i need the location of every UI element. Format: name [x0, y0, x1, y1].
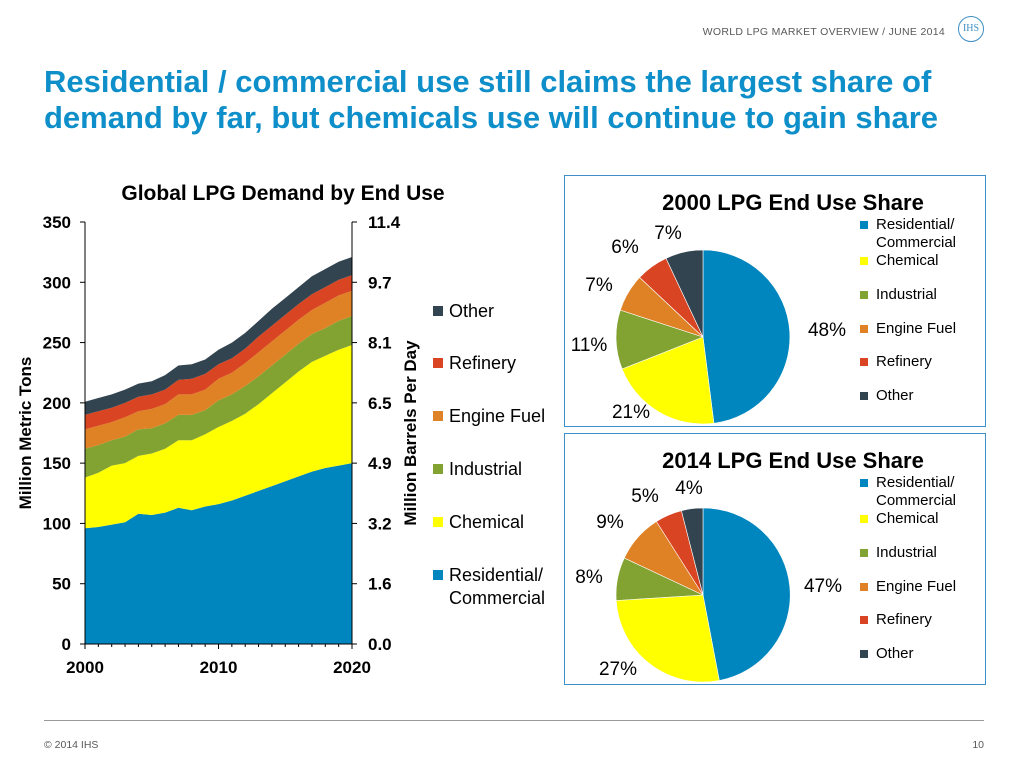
- pie-slice-residential: [702, 249, 791, 424]
- pie-2014-chart: 2014 LPG End Use Share 47% 27% 8% 9% 5% 4% Resi…: [575, 448, 956, 683]
- pie-data-label: 8%: [575, 567, 603, 588]
- right-tick-label: 0.0: [368, 635, 392, 654]
- pie-legend-label: Industrial: [876, 544, 937, 561]
- pie-data-label: 9%: [596, 512, 624, 533]
- pie-legend-label: Refinery: [876, 353, 932, 370]
- pie-legend-swatch-refinery: [860, 358, 868, 366]
- pie-legend-label: Chemical: [876, 510, 939, 527]
- legend-label: Engine Fuel: [449, 406, 545, 426]
- pie-legend-swatch-chemical: [860, 515, 868, 523]
- pie-data-label: 11%: [571, 335, 608, 356]
- pie-legend-label: Other: [876, 645, 914, 662]
- pie-2000-panel: 2000 LPG End Use Share 48% 21% 11% 7% 6% 7% Res…: [564, 175, 986, 427]
- pie-2014-panel: 2014 LPG End Use Share 47% 27% 8% 9% 5% 4% Resi…: [564, 433, 986, 685]
- pie-title: 2014 LPG End Use Share: [662, 448, 924, 473]
- pie-legend-label: Refinery: [876, 611, 932, 628]
- pie-legend-swatch-residential: [860, 221, 868, 229]
- right-tick-label: 3.2: [368, 514, 392, 533]
- pie-legend-label: Residential/Commercial: [876, 216, 956, 251]
- pie-data-label: 7%: [585, 275, 613, 296]
- pie-data-label: 47%: [804, 576, 842, 597]
- legend-swatch-chemical: [433, 517, 443, 527]
- pie-legend-label: Engine Fuel: [876, 320, 956, 337]
- pie-slice-chemical: [615, 594, 720, 683]
- area-chart-title: Global LPG Demand by End Use: [121, 182, 444, 205]
- pie-title: 2000 LPG End Use Share: [662, 190, 924, 215]
- left-tick-label: 100: [43, 514, 71, 533]
- right-tick-label: 11.4: [368, 213, 401, 232]
- y2-axis-title: Million Barrels Per Day: [401, 340, 420, 526]
- legend-swatch-industrial: [433, 464, 443, 474]
- x-tick-label: 2010: [200, 658, 238, 677]
- pie-legend-swatch-industrial: [860, 549, 868, 557]
- area-series-other: [85, 257, 352, 415]
- legend-swatch-engine: [433, 411, 443, 421]
- report-header: WORLD LPG MARKET OVERVIEW / JUNE 2014: [702, 26, 945, 38]
- left-tick-label: 200: [43, 394, 71, 413]
- pie-slice-other: [681, 507, 704, 596]
- pie-data-label: 6%: [611, 237, 639, 258]
- global-demand-area-chart: Global LPG Demand by End Use 0 0.0 50 1.6 100…: [16, 182, 545, 677]
- left-tick-label: 250: [43, 334, 71, 353]
- pie-data-label: 7%: [654, 223, 682, 244]
- ihs-logo: IHS: [958, 16, 984, 42]
- area-series-refinery: [85, 275, 352, 430]
- footer-divider: [44, 720, 984, 721]
- pie-slice-chemical: [621, 336, 715, 425]
- pie-data-label: 4%: [675, 478, 703, 499]
- pie-legend-swatch-industrial: [860, 291, 868, 299]
- pie-data-label: 5%: [631, 486, 659, 507]
- pie-legend-label: Industrial: [876, 286, 937, 303]
- left-tick-label: 150: [43, 454, 71, 473]
- pie-legend-label: Other: [876, 387, 914, 404]
- pie-legend-swatch-residential: [860, 479, 868, 487]
- area-series-industrial: [85, 316, 352, 478]
- pie-data-label: 21%: [612, 402, 650, 423]
- legend-label: Industrial: [449, 459, 522, 479]
- left-tick-label: 50: [52, 575, 71, 594]
- x-tick-label: 2000: [66, 658, 104, 677]
- area-series-residential: [85, 463, 352, 644]
- slide-title: Residential / commercial use still claim…: [44, 64, 939, 135]
- pie-legend-label: Chemical: [876, 252, 939, 269]
- right-tick-label: 1.6: [368, 575, 392, 594]
- pie-legend-swatch-engine: [860, 583, 868, 591]
- left-tick-label: 300: [43, 273, 71, 292]
- page-number: 10: [972, 739, 984, 751]
- pie-legend-label: Engine Fuel: [876, 578, 956, 595]
- pie-slice-residential: [702, 507, 791, 681]
- area-series-engine: [85, 290, 352, 449]
- legend-label: Residential/Commercial: [449, 565, 545, 608]
- legend-swatch-refinery: [433, 358, 443, 368]
- pie-legend-swatch-chemical: [860, 257, 868, 265]
- legend-label: Refinery: [449, 353, 516, 373]
- pie-2000-chart: 2000 LPG End Use Share 48% 21% 11% 7% 6% 7% Res…: [571, 190, 956, 425]
- y-axis-title: Million Metric Tons: [16, 357, 35, 510]
- left-tick-label: 350: [43, 213, 71, 232]
- legend-swatch-other: [433, 306, 443, 316]
- pie-legend-swatch-other: [860, 650, 868, 658]
- x-tick-label: 2020: [333, 658, 371, 677]
- pie-data-label: 27%: [599, 659, 637, 680]
- legend-label: Other: [449, 301, 494, 321]
- right-tick-label: 8.1: [368, 334, 392, 353]
- right-tick-label: 9.7: [368, 273, 392, 292]
- pie-legend-swatch-refinery: [860, 616, 868, 624]
- area-series-chemical: [85, 345, 352, 529]
- legend-swatch-residential: [433, 570, 443, 580]
- right-tick-label: 4.9: [368, 454, 392, 473]
- right-tick-label: 6.5: [368, 394, 392, 413]
- left-tick-label: 0: [62, 635, 71, 654]
- pie-slice-other: [665, 249, 704, 338]
- pie-legend-swatch-other: [860, 392, 868, 400]
- pie-data-label: 48%: [808, 320, 846, 341]
- pie-legend-label: Residential/Commercial: [876, 474, 956, 509]
- copyright-text: © 2014 IHS: [44, 739, 99, 751]
- pie-legend-swatch-engine: [860, 325, 868, 333]
- legend-label: Chemical: [449, 512, 524, 532]
